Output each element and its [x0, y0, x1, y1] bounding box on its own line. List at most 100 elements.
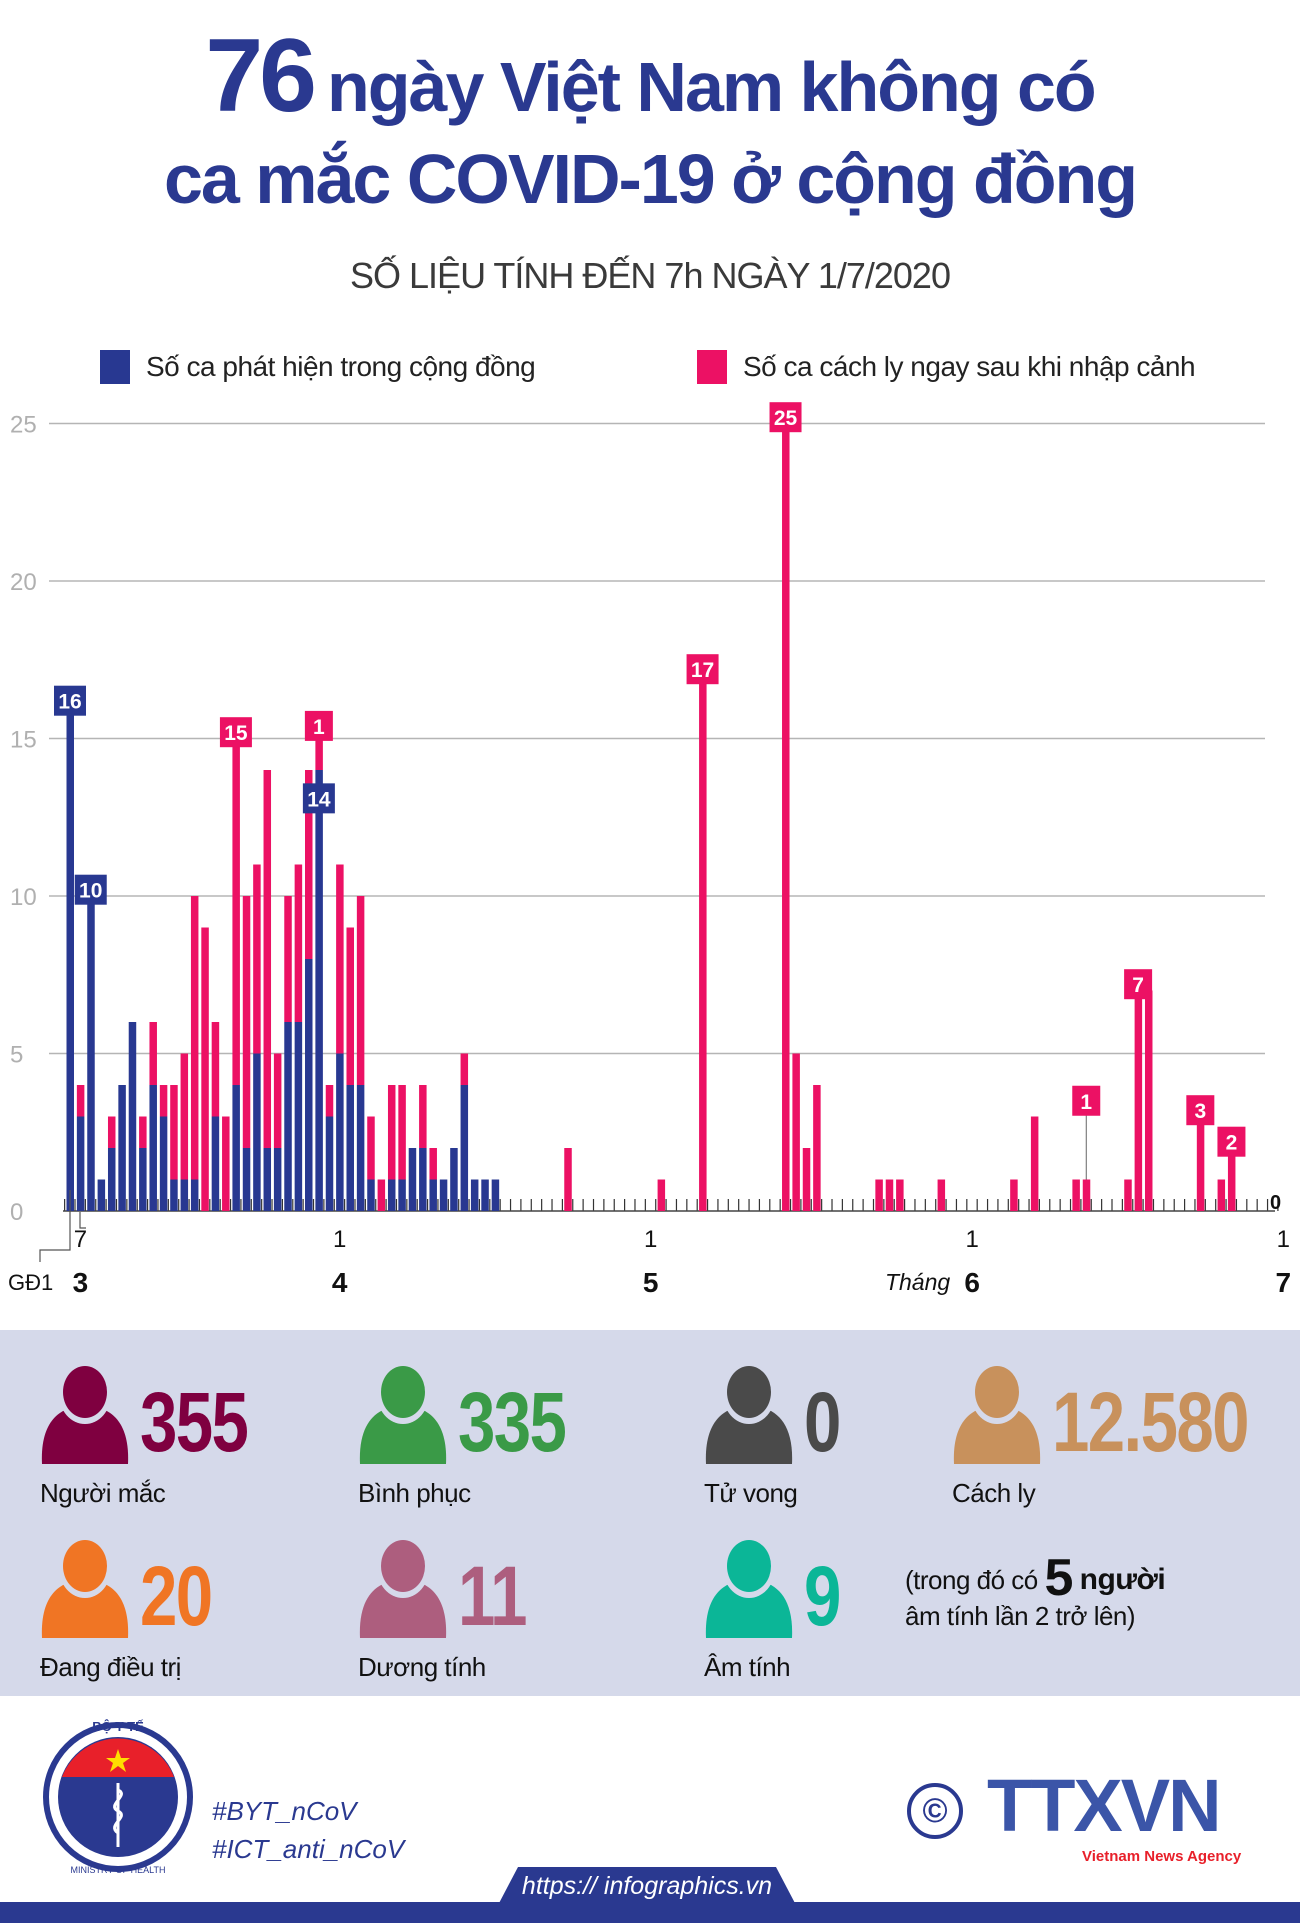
- stat-value: 0: [804, 1375, 841, 1469]
- phase-bracket-2: [79, 1212, 86, 1229]
- bar-quarantine: [159, 1085, 168, 1117]
- bar-quarantine: [263, 770, 272, 1148]
- legend-community: Số ca phát hiện trong cộng đồng: [100, 350, 536, 384]
- bar-community: [294, 1022, 303, 1211]
- bar-community: [170, 1179, 178, 1211]
- bar-community: [419, 1148, 427, 1211]
- ttxvn-logo: TTXVN: [987, 1764, 1222, 1847]
- y-tick-label: 15: [10, 727, 37, 754]
- website-link[interactable]: https:// infographics.vn: [521, 1872, 773, 1900]
- stat-label: Người mắc: [40, 1478, 166, 1508]
- stat-value: 20: [140, 1549, 213, 1643]
- bar-quarantine: [802, 1148, 811, 1211]
- x-tick-label: 7: [74, 1226, 87, 1253]
- person-icon: [359, 1540, 447, 1638]
- data-label-box: [1217, 1126, 1246, 1157]
- person-icon: [41, 1366, 129, 1464]
- bar-quarantine: [937, 1179, 946, 1211]
- bar-quarantine: [792, 1053, 800, 1211]
- bar-quarantine: [284, 896, 292, 1022]
- bar-quarantine: [813, 1085, 821, 1211]
- month-label: 7: [1276, 1267, 1292, 1298]
- y-tick-label: 5: [10, 1042, 23, 1069]
- bar-quarantine: [782, 423, 790, 1211]
- bar-community: [470, 1179, 479, 1211]
- bar-community: [481, 1179, 489, 1211]
- bar-community: [408, 1148, 417, 1211]
- footer-band: [0, 1902, 1300, 1923]
- stat-value: 12.580: [1052, 1375, 1250, 1469]
- note-number: 5: [1044, 1549, 1073, 1607]
- bar-community: [305, 959, 313, 1211]
- hashtag-byt: #BYT_nCoV: [212, 1796, 357, 1826]
- note-unit: người: [1079, 1563, 1166, 1596]
- bar-quarantine: [294, 864, 303, 1022]
- bar-quarantine: [190, 896, 199, 1180]
- legend-swatch-pink: [697, 350, 727, 384]
- hashtag-ict: #ICT_anti_nCoV: [212, 1834, 405, 1864]
- bar-community: [253, 1053, 261, 1211]
- bar-quarantine: [885, 1179, 894, 1211]
- bar-quarantine: [356, 896, 365, 1085]
- stats-panel: [0, 1330, 1300, 1696]
- bar-community: [273, 1148, 282, 1211]
- bar-quarantine: [315, 738, 323, 770]
- y-tick-label: 25: [10, 412, 37, 439]
- title-number: 76: [205, 18, 317, 134]
- bar-community: [76, 1116, 85, 1211]
- bar-quarantine: [875, 1179, 883, 1211]
- note-line2: âm tính lần 2 trở lên): [905, 1601, 1136, 1631]
- data-label-box: [302, 783, 335, 814]
- data-label-box: [1124, 969, 1153, 1000]
- stat-label: Âm tính: [704, 1652, 791, 1682]
- data-label: 3: [1194, 1100, 1206, 1123]
- data-label-box: [769, 402, 802, 433]
- bar-quarantine: [1072, 1179, 1080, 1211]
- bar-community: [242, 1148, 251, 1211]
- x-tick-label: 1: [966, 1226, 979, 1253]
- data-label: 10: [79, 880, 102, 903]
- title-line-2: ca mắc COVID-19 ở cộng đồng: [163, 140, 1138, 218]
- data-label: 16: [58, 691, 81, 714]
- bar-quarantine: [377, 1179, 386, 1211]
- agency-name: Vietnam News Agency: [1082, 1848, 1242, 1865]
- bar-quarantine: [273, 1053, 282, 1148]
- note-prefix: (trong đó có: [905, 1565, 1038, 1595]
- data-label: 7: [1132, 974, 1144, 997]
- person-icon: [41, 1540, 129, 1638]
- bar-quarantine: [429, 1148, 437, 1180]
- bar-community: [149, 1085, 157, 1211]
- data-label-box: [54, 685, 86, 716]
- bar-quarantine: [1082, 1179, 1091, 1211]
- note-text: (trong đó có 5 người âm tính lần 2 trở l…: [905, 1552, 1166, 1634]
- stat-label: Cách ly: [952, 1478, 1036, 1508]
- data-label: 1: [313, 716, 325, 739]
- phase-label: GĐ1: [8, 1270, 53, 1295]
- bar-quarantine: [76, 1085, 85, 1117]
- person-icon: [705, 1540, 793, 1638]
- bar-community: [263, 1148, 272, 1211]
- bar-quarantine: [387, 1085, 396, 1180]
- bar-quarantine: [180, 1053, 189, 1180]
- legend-label-quarantine: Số ca cách ly ngay sau khi nhập cảnh: [743, 351, 1196, 382]
- data-label: 15: [224, 722, 248, 745]
- bar-quarantine: [1144, 990, 1153, 1211]
- bar-quarantine: [211, 1022, 220, 1117]
- bar-quarantine: [336, 864, 344, 1054]
- bar-quarantine: [139, 1116, 147, 1148]
- x-tick-label: 1: [1277, 1226, 1290, 1253]
- bar-quarantine: [170, 1085, 178, 1180]
- legend-swatch-blue: [100, 350, 130, 384]
- bar-quarantine: [398, 1085, 406, 1180]
- stat-label: Dương tính: [358, 1652, 486, 1682]
- bar-community: [107, 1148, 116, 1211]
- bar-community: [128, 1022, 137, 1211]
- stat-value: 9: [804, 1549, 841, 1643]
- bar-quarantine: [1217, 1179, 1226, 1211]
- bar-community: [190, 1179, 199, 1211]
- bar-quarantine: [460, 1053, 469, 1085]
- y-tick-label: 20: [10, 569, 37, 596]
- bar-community: [429, 1179, 437, 1211]
- bar-quarantine: [107, 1116, 116, 1148]
- bar-community: [398, 1179, 406, 1211]
